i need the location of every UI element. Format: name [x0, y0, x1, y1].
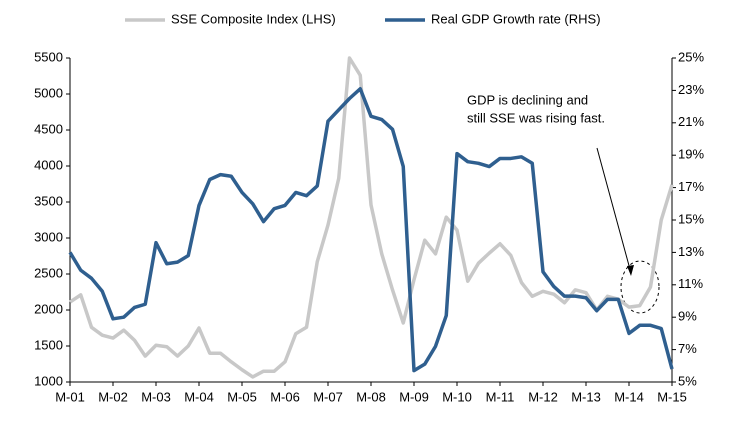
series-line: [68, 87, 674, 373]
x-tick-label: M-02: [98, 389, 128, 404]
x-tick-label: M-15: [657, 389, 687, 404]
x-tick-label: M-06: [270, 389, 300, 404]
x-tick-label: M-05: [227, 389, 257, 404]
y-tick-label: 4500: [34, 121, 63, 136]
annotation-arrow: [596, 147, 632, 274]
x-tick-label: M-08: [356, 389, 386, 404]
x-tick-label: M-12: [528, 389, 558, 404]
y-tick-label: 3500: [34, 193, 63, 208]
x-tick-label: M-03: [141, 389, 171, 404]
y2-tick-label: 13%: [678, 244, 704, 259]
x-tick-label: M-11: [486, 389, 515, 404]
x-tick-label: M-14: [614, 389, 644, 404]
y-tick-label: 1500: [34, 337, 63, 352]
series-line: [69, 56, 674, 379]
x-tick-label: M-01: [55, 389, 85, 404]
y-tick-label: 4000: [34, 157, 63, 172]
y2-tick-label: 21%: [678, 114, 704, 129]
y-tick-label: 5000: [34, 85, 63, 100]
y2-tick-label: 25%: [678, 49, 704, 64]
y-tick-label: 2500: [34, 265, 63, 280]
y2-tick-label: 17%: [678, 179, 704, 194]
legend-label: Real GDP Growth rate (RHS): [431, 11, 601, 26]
annotation: GDP is declining and: [467, 92, 588, 107]
x-tick-label: M-04: [184, 389, 214, 404]
x-tick-label: M-09: [399, 389, 429, 404]
y-tick-label: 3000: [34, 229, 63, 244]
y2-tick-label: 5%: [678, 373, 697, 388]
y-tick-label: 5500: [34, 49, 63, 64]
y2-tick-label: 19%: [678, 147, 704, 162]
legend-label: SSE Composite Index (LHS): [171, 11, 336, 26]
y2-tick-label: 23%: [678, 82, 704, 97]
y2-tick-label: 9%: [678, 309, 697, 324]
y-tick-label: 1000: [34, 373, 63, 388]
highlight-ellipse: [620, 260, 660, 314]
x-tick-label: M-07: [313, 389, 343, 404]
arrow-head: [627, 265, 634, 276]
x-tick-label: M-10: [442, 389, 472, 404]
y-tick-label: 2000: [34, 301, 63, 316]
y2-tick-label: 11%: [678, 276, 703, 291]
annotation: still SSE was rising fast.: [467, 110, 605, 125]
y2-tick-label: 7%: [678, 341, 697, 356]
x-tick-label: M-13: [571, 389, 601, 404]
y2-tick-label: 15%: [678, 211, 704, 226]
